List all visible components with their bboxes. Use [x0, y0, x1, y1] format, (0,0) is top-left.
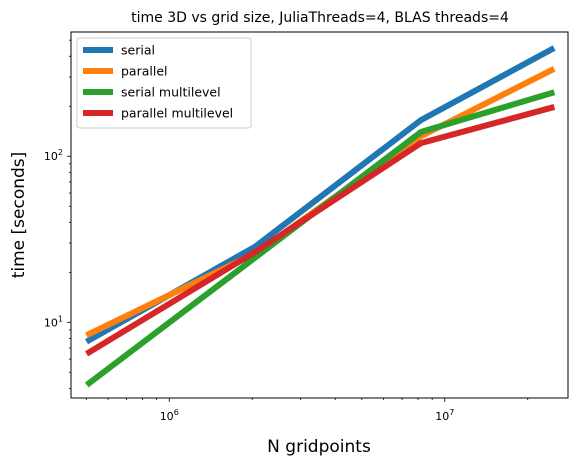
- series-line-2: [84, 89, 556, 388]
- axes-frame: [70, 31, 569, 399]
- plot-area: [84, 45, 556, 388]
- y-tick-label: 102: [44, 148, 63, 163]
- legend-label-1: parallel: [121, 64, 168, 79]
- x-tick-label: 106: [160, 408, 179, 423]
- legend-label-3: parallel multilevel: [121, 106, 233, 121]
- series-line-3: [85, 104, 556, 357]
- y-axis: 101 102: [44, 39, 71, 389]
- y-axis-title: time [seconds]: [9, 152, 29, 279]
- chart-title: time 3D vs grid size, JuliaThreads=4, BL…: [131, 10, 509, 26]
- x-axis: 106 107: [85, 398, 529, 423]
- y-tick-label: 101: [44, 314, 63, 329]
- legend: serial parallel serial multilevel parallel …: [76, 37, 252, 129]
- x-tick-label: 107: [435, 408, 454, 423]
- legend-box: [76, 37, 252, 129]
- x-axis-title: N gridpoints: [267, 437, 371, 457]
- legend-label-2: serial multilevel: [121, 85, 221, 100]
- legend-label-0: serial: [121, 43, 155, 58]
